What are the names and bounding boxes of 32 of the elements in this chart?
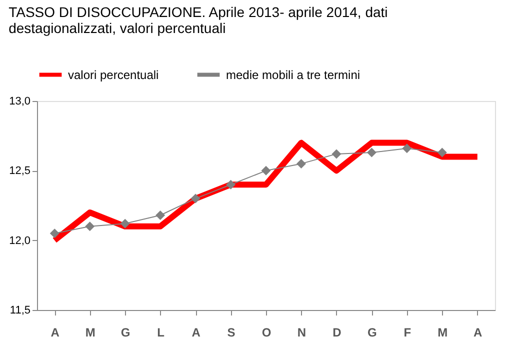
x-tick-label: M bbox=[438, 326, 448, 340]
y-tick-label: 12,0 bbox=[9, 234, 30, 247]
point bbox=[402, 144, 412, 154]
point bbox=[332, 149, 342, 159]
point bbox=[437, 148, 447, 158]
point bbox=[50, 228, 60, 238]
point bbox=[296, 158, 306, 168]
point bbox=[226, 180, 236, 190]
point bbox=[190, 194, 200, 204]
x-tick-label: D bbox=[332, 326, 342, 340]
x-tick-label: M bbox=[85, 326, 96, 340]
x-tick-label: G bbox=[120, 326, 130, 340]
x-tick-label: A bbox=[474, 326, 483, 340]
point bbox=[85, 222, 95, 232]
chart-title: TASSO DI DISOCCUPAZIONE. Aprile 2013- aprile 2014, dati destagionalizzati, valori percentuali bbox=[8, 4, 388, 36]
x-tick-label: A bbox=[50, 326, 60, 340]
x-tick-label: N bbox=[297, 326, 306, 340]
point bbox=[261, 166, 271, 176]
point bbox=[156, 210, 166, 220]
x-tick-label: G bbox=[368, 326, 377, 340]
x-tick-label: S bbox=[227, 326, 236, 340]
y-tick-label: 11,5 bbox=[10, 304, 30, 316]
y-tick-label: 13,0 bbox=[9, 96, 30, 108]
legend-label: valori percentuali bbox=[68, 68, 159, 82]
point bbox=[366, 148, 376, 158]
x-tick-label: L bbox=[157, 326, 164, 340]
y-tick-label: 12,5 bbox=[9, 165, 30, 178]
x-tick-label: F bbox=[404, 326, 412, 340]
x-tick-label: A bbox=[192, 326, 201, 340]
x-tick-label: O bbox=[262, 326, 272, 340]
point bbox=[120, 218, 130, 228]
legend-label: medie mobili a tre termini bbox=[226, 68, 360, 82]
